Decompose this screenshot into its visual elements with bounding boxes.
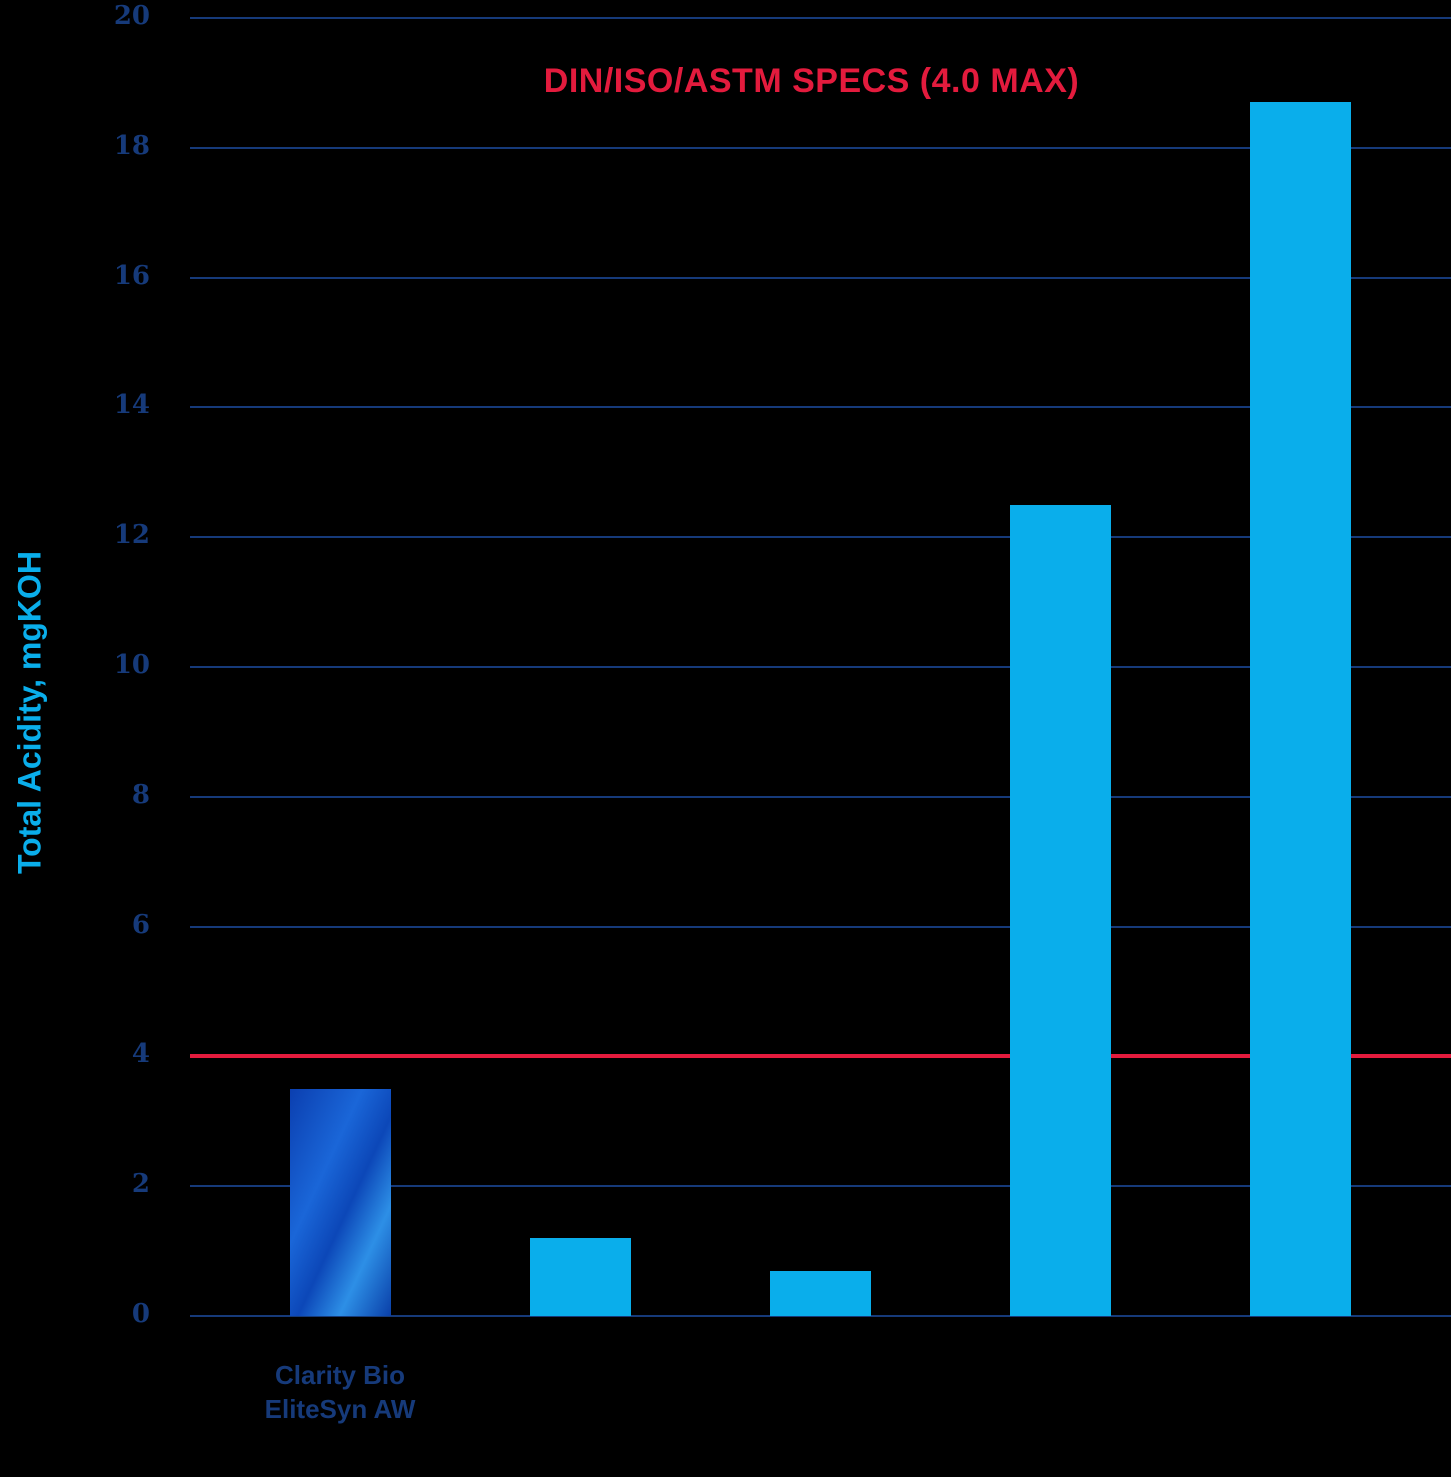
gridline bbox=[190, 666, 1451, 668]
y-tick-label: 2 bbox=[131, 1169, 150, 1200]
gridline bbox=[190, 17, 1451, 19]
bar-featured bbox=[290, 1088, 391, 1316]
y-tick-label: 4 bbox=[131, 1039, 150, 1070]
y-axis-label: Total Acidity, mgKOH bbox=[11, 551, 48, 874]
gridline bbox=[190, 1315, 1451, 1317]
y-tick-label: 6 bbox=[131, 909, 150, 940]
y-tick-label: 12 bbox=[113, 520, 150, 551]
bar bbox=[770, 1270, 871, 1316]
bar bbox=[530, 1238, 631, 1316]
y-tick-label: 0 bbox=[131, 1299, 150, 1329]
y-tick-label: 8 bbox=[131, 779, 150, 810]
gridline bbox=[190, 276, 1451, 279]
y-tick-label: 20 bbox=[113, 1, 150, 31]
bar bbox=[1250, 102, 1351, 1316]
x-label-line-2: EliteSyn AW bbox=[264, 1394, 416, 1424]
gridline bbox=[190, 1185, 1451, 1188]
gridline bbox=[190, 536, 1451, 539]
x-label-line-1: Clarity Bio bbox=[274, 1360, 406, 1390]
y-tick-label: 16 bbox=[113, 260, 150, 291]
x-axis-label-featured: Clarity Bio EliteSyn AW bbox=[240, 1358, 440, 1426]
y-tick-label: 14 bbox=[113, 390, 150, 421]
bar bbox=[1010, 504, 1111, 1316]
gridline bbox=[190, 795, 1451, 798]
gridline bbox=[190, 406, 1451, 409]
y-tick-label: 10 bbox=[113, 650, 150, 680]
gridline bbox=[190, 146, 1451, 149]
gridline bbox=[190, 925, 1451, 928]
chart-title: DIN/ISO/ASTM SPECS (4.0 MAX) bbox=[543, 62, 1080, 100]
y-tick-label: 18 bbox=[113, 130, 150, 161]
spec-limit-line bbox=[190, 1054, 1451, 1059]
